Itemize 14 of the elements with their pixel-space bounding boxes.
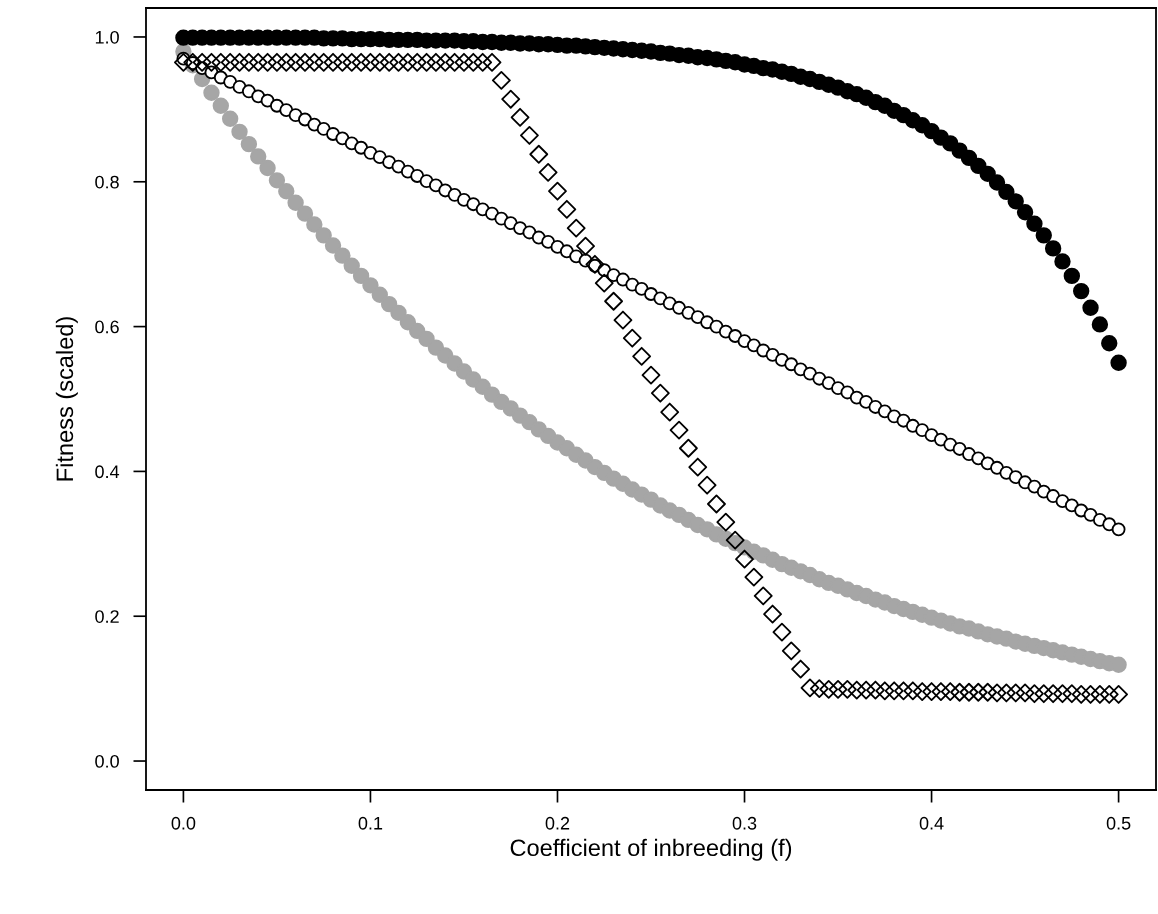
x-axis-title: Coefficient of inbreeding (f)	[510, 838, 792, 861]
x-tick-label: 0.4	[919, 816, 944, 830]
y-tick-label: 1.0	[95, 30, 119, 44]
x-tick-label: 0.1	[358, 816, 383, 830]
x-tick-label: 0.0	[171, 816, 196, 830]
y-tick-label: 0.6	[95, 320, 119, 334]
x-tick-label: 0.2	[545, 816, 570, 830]
x-tick-label: 0.3	[732, 816, 757, 830]
y-tick-label: 0.4	[95, 465, 120, 479]
y-tick-label: 0.0	[95, 754, 119, 768]
y-tick-label: 0.2	[95, 610, 119, 623]
x-tick-label: 0.5	[1106, 816, 1131, 830]
y-tick-label: 0.8	[95, 175, 119, 189]
y-axis-title: Fitness (scaled)	[55, 317, 78, 481]
